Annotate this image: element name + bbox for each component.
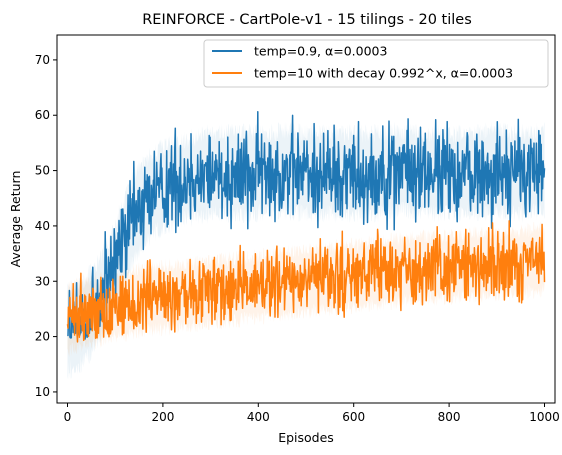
y-tick-label: 60 — [35, 108, 50, 122]
y-tick-label: 40 — [35, 219, 50, 233]
y-tick-label: 20 — [35, 330, 50, 344]
x-tick-label: 400 — [247, 410, 270, 424]
x-axis-label: Episodes — [278, 430, 334, 445]
x-tick-label: 600 — [342, 410, 365, 424]
y-tick-label: 10 — [35, 385, 50, 399]
x-tick-label: 0 — [64, 410, 72, 424]
series-lines — [66, 110, 546, 343]
y-tick-label: 30 — [35, 274, 50, 288]
y-axis-ticks: 10 20 30 40 50 60 70 — [35, 53, 57, 399]
series-0-line — [67, 110, 546, 340]
x-axis-ticks: 0 200 400 600 800 1000 — [64, 403, 560, 424]
y-axis-label: Average Return — [8, 171, 23, 268]
y-tick-label: 50 — [35, 164, 50, 178]
plot-area-frame — [56, 34, 556, 404]
y-tick-label: 70 — [35, 53, 50, 67]
legend-box — [203, 39, 549, 88]
series-1-line — [66, 220, 546, 343]
legend-label-1: temp=10 with decay 0.992^x, α=0.0003 — [254, 66, 513, 81]
legend: temp=0.9, α=0.0003 temp=10 with decay 0.… — [203, 39, 549, 88]
x-tick-label: 200 — [151, 410, 174, 424]
chart-title: REINFORCE - CartPole-v1 - 15 tilings - 2… — [142, 12, 472, 28]
legend-label-0: temp=0.9, α=0.0003 — [254, 44, 387, 59]
x-tick-label: 800 — [438, 410, 461, 424]
x-tick-label: 1000 — [529, 410, 560, 424]
